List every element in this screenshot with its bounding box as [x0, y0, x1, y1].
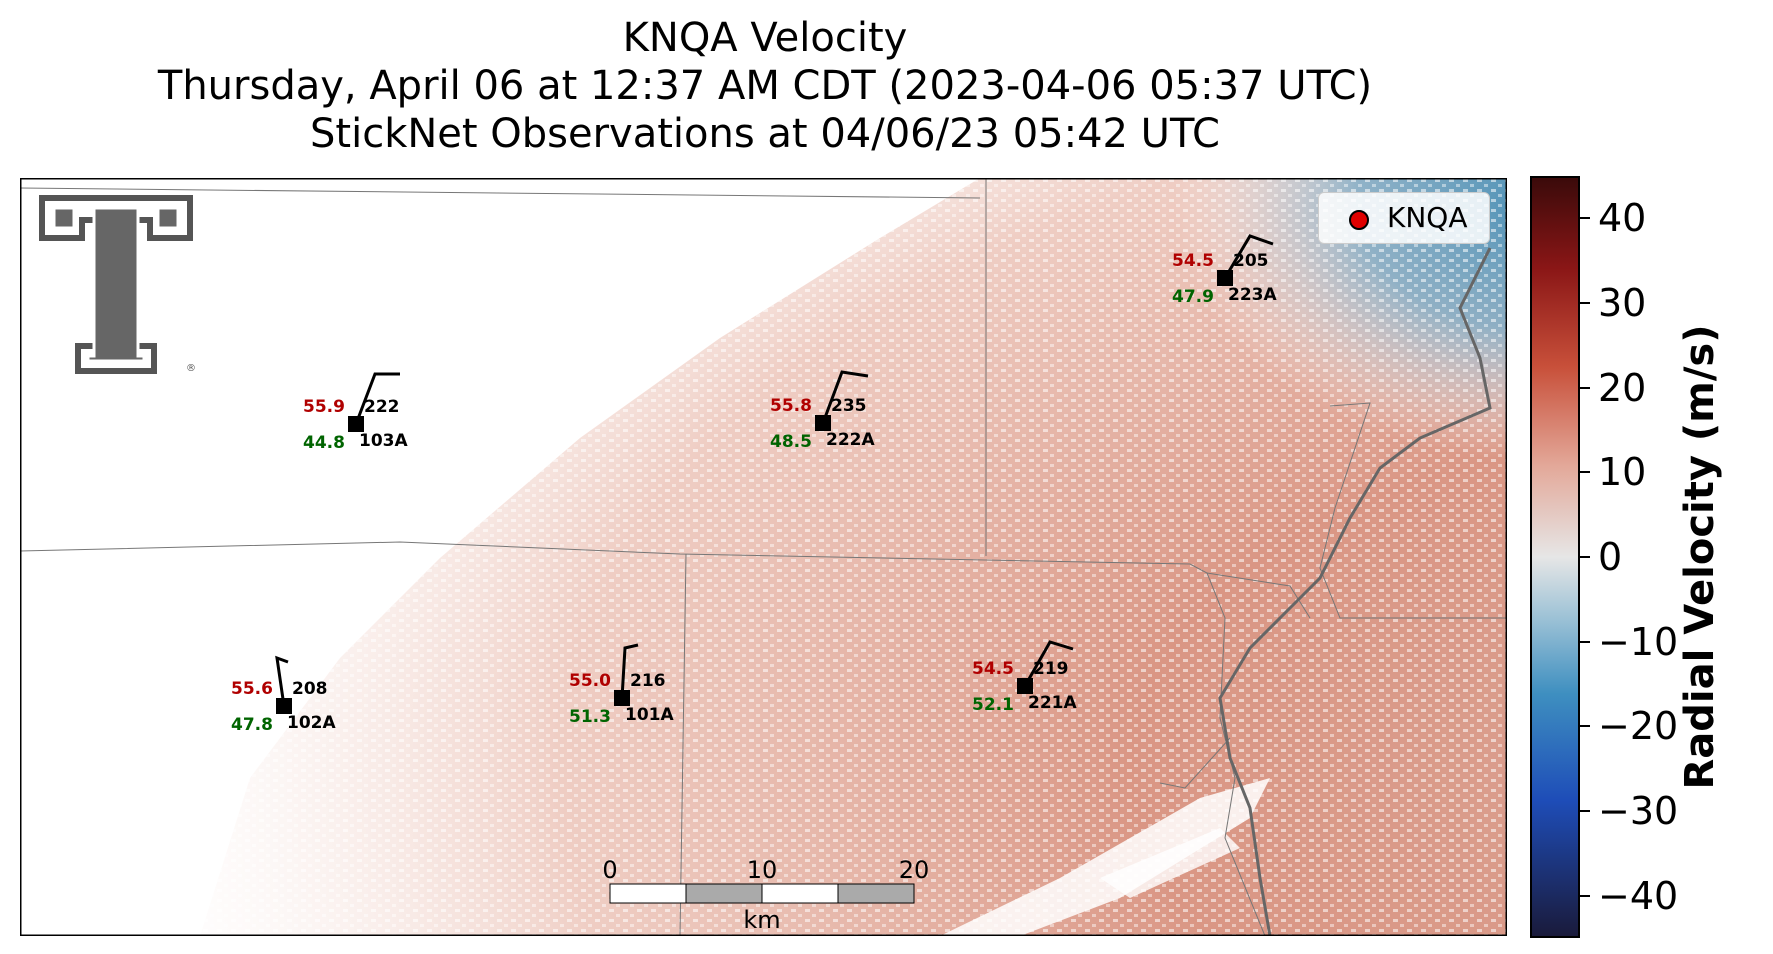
legend-box: KNQA	[1318, 192, 1490, 244]
sticknet-station-102A: 55.6 208 47.8 102A	[231, 655, 336, 735]
station-marker-icon	[276, 698, 292, 714]
station-temperature: 55.9	[303, 397, 345, 417]
colorbar-tick-mark	[1580, 640, 1590, 643]
colorbar-tick-label: 20	[1598, 365, 1647, 410]
scale-tick-0: 0	[602, 856, 617, 884]
colorbar-tick-mark	[1580, 302, 1590, 304]
station-dewpoint: 51.3	[569, 707, 611, 727]
sticknet-station-101A: 55.0 216 51.3 101A	[569, 643, 674, 727]
station-id: 222A	[826, 430, 875, 450]
colorbar-label: Radial Velocity (m/s)	[1677, 324, 1723, 790]
station-marker-icon	[815, 415, 831, 431]
station-wind-direction: 222	[364, 397, 400, 417]
station-temperature: 55.0	[569, 671, 611, 691]
station-temperature: 54.5	[972, 659, 1014, 679]
title-line-1: KNQA Velocity	[622, 15, 908, 61]
station-dewpoint: 47.9	[1172, 287, 1214, 307]
station-id: 223A	[1228, 285, 1277, 305]
station-wind-direction: 208	[292, 679, 328, 699]
colorbar-tick-label: −10	[1598, 619, 1679, 664]
station-dewpoint: 48.5	[770, 432, 812, 452]
station-marker-icon	[614, 690, 630, 706]
radar-site-marker-icon	[1349, 210, 1369, 230]
station-wind-direction: 216	[630, 671, 666, 691]
scale-tick-20: 20	[899, 856, 930, 884]
wind-barb-icon	[1023, 640, 1074, 687]
station-marker-icon	[348, 416, 364, 432]
sticknet-station-222A: 55.8 235 48.5 222A	[770, 370, 875, 452]
station-wind-direction: 235	[831, 396, 867, 416]
colorbar-tick-mark	[1580, 556, 1590, 558]
station-dewpoint: 52.1	[972, 695, 1014, 715]
colorbar-tick-label: 0	[1598, 535, 1623, 579]
colorbar-ticks: 40 30 20 10 0 −10 −20 −30 −40	[1580, 176, 1678, 938]
wind-barb-icon	[821, 370, 869, 424]
colorbar-tick-mark	[1580, 810, 1590, 812]
sticknet-station-221A: 54.5 219 52.1 221A	[972, 640, 1077, 715]
station-wind-direction: 205	[1233, 251, 1269, 271]
colorbar-tick-label: −40	[1598, 873, 1679, 918]
station-dewpoint: 44.8	[303, 433, 345, 453]
title-line-2: Thursday, April 06 at 12:37 AM CDT (2023…	[157, 63, 1373, 109]
colorbar-tick-mark	[1580, 386, 1590, 389]
sticknet-station-223A: 54.5 205 47.9 223A	[1172, 234, 1277, 307]
scale-bar: 0 10 20 km	[602, 856, 929, 934]
colorbar-tick-mark	[1580, 894, 1590, 897]
station-temperature: 54.5	[1172, 251, 1214, 271]
radar-map: 0 10 20 km ® 55.9 222 44.8 103A 55.8 235 48.5 2…	[20, 178, 1507, 936]
wind-barb-icon	[275, 655, 289, 707]
colorbar-tick-label: −20	[1598, 704, 1679, 749]
colorbar-tick-mark	[1580, 471, 1590, 474]
colorbar-tick-label: 40	[1598, 196, 1647, 241]
colorbar-tick-label: 30	[1598, 281, 1647, 325]
wind-barb-icon	[620, 643, 639, 699]
station-temperature: 55.8	[770, 396, 812, 416]
station-marker-icon	[1017, 678, 1033, 694]
colorbar	[1530, 176, 1580, 938]
station-id: 221A	[1028, 693, 1077, 713]
colorbar-tick-label: 10	[1598, 450, 1647, 495]
colorbar-tick-mark	[1580, 725, 1590, 728]
station-wind-direction: 219	[1033, 659, 1069, 679]
station-id: 102A	[287, 713, 336, 733]
station-id: 101A	[625, 705, 674, 725]
station-dewpoint: 47.8	[231, 715, 273, 735]
colorbar-tick-label: −30	[1598, 789, 1679, 833]
legend-label: KNQA	[1387, 201, 1468, 234]
colorbar-tick-mark	[1580, 217, 1590, 220]
station-id: 103A	[359, 431, 408, 451]
wind-barb-icon	[1223, 234, 1274, 279]
station-temperature: 55.6	[231, 679, 273, 699]
scale-tick-10: 10	[747, 856, 778, 884]
texas-tech-double-t-logo: ®	[39, 195, 196, 374]
svg-text:®: ®	[186, 363, 196, 374]
sticknet-station-103A: 55.9 222 44.8 103A	[303, 372, 408, 453]
station-marker-icon	[1217, 270, 1233, 286]
title-line-3: StickNet Observations at 04/06/23 05:42 …	[310, 111, 1220, 157]
wind-barb-icon	[354, 372, 400, 425]
scale-unit: km	[743, 906, 780, 934]
